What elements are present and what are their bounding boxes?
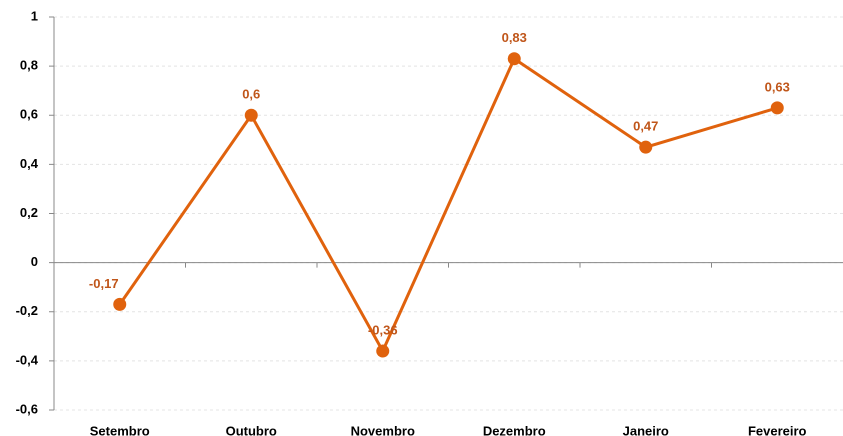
point xyxy=(639,140,653,154)
point xyxy=(507,52,521,66)
value-label: 0,47 xyxy=(633,119,658,134)
x-tick-label: Janeiro xyxy=(623,423,669,436)
y-tick-label: 0 xyxy=(31,254,38,269)
y-tick-label: 1 xyxy=(31,8,38,23)
point xyxy=(113,297,127,311)
y-tick-label: 0,6 xyxy=(20,107,38,122)
value-label: 0,83 xyxy=(502,30,527,45)
y-tick-label: 0,4 xyxy=(20,156,39,171)
x-tick-label: Fevereiro xyxy=(748,423,807,436)
y-tick-label: -0,2 xyxy=(16,303,38,318)
y-tick-label: -0,4 xyxy=(16,352,39,367)
value-label: -0,17 xyxy=(89,276,119,291)
value-label: 0,63 xyxy=(765,79,790,94)
y-tick-label: -0,6 xyxy=(16,401,38,416)
point xyxy=(244,108,258,122)
x-tick-label: Outubro xyxy=(226,423,277,436)
value-label: -0,36 xyxy=(368,322,398,337)
y-tick-label: 0,8 xyxy=(20,58,38,73)
x-tick-label: Dezembro xyxy=(483,423,546,436)
y-tick-label: 0,2 xyxy=(20,205,38,220)
value-label: 0,6 xyxy=(242,87,260,102)
x-tick-label: Setembro xyxy=(90,423,150,436)
line xyxy=(118,56,778,355)
point xyxy=(770,101,784,115)
x-tick-label: Novembro xyxy=(351,423,415,436)
point xyxy=(376,344,390,358)
